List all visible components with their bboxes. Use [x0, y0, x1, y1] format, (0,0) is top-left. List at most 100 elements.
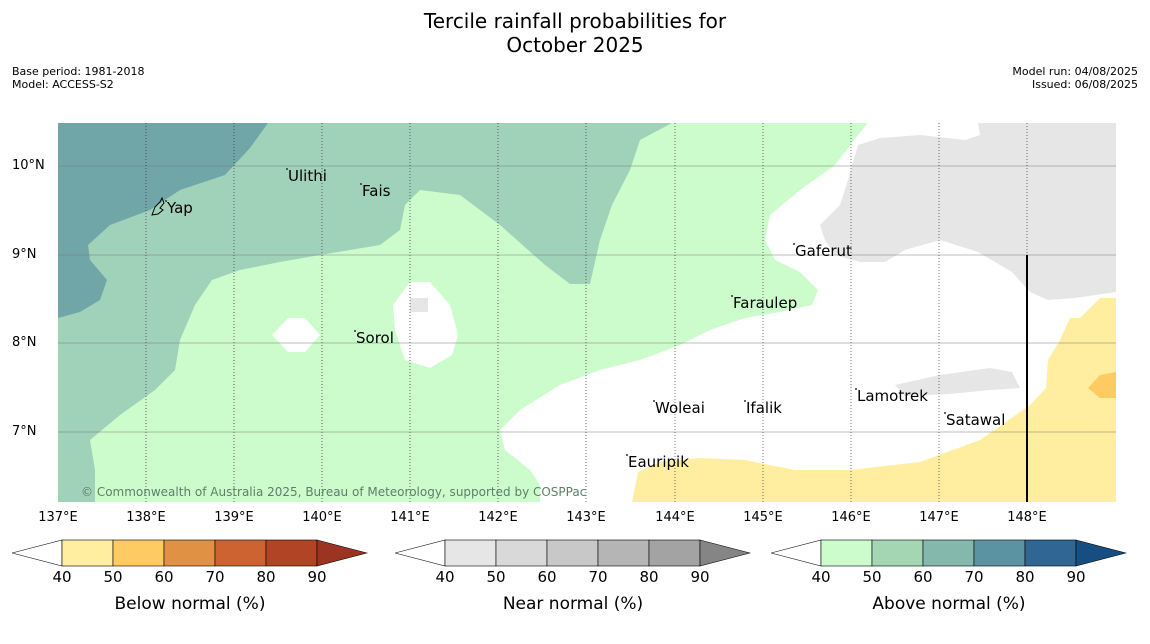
place-sorol: Sorol	[354, 329, 394, 347]
tick: 40	[435, 568, 455, 586]
colorbar-swatch	[61, 539, 114, 567]
near-normal-40-50-region	[820, 123, 1116, 300]
colorbar-swatch	[648, 539, 701, 567]
colorbar-swatch	[265, 539, 318, 567]
colorbar-swatch	[163, 539, 216, 567]
title-line-1: Tercile rainfall probabilities for	[423, 9, 727, 33]
place-woleai: Woleai	[653, 399, 705, 417]
lat-label-8n: 8°N	[12, 335, 37, 350]
colorbar-above-normal-swatches	[771, 539, 1127, 567]
colorbar-extend-high	[1075, 539, 1127, 567]
above-normal-50-60-region	[58, 123, 672, 502]
place-ifalik: Ifalik	[744, 399, 782, 417]
colorbar-near-normal-label: Near normal (%)	[502, 594, 644, 614]
lon-label-145e: 145°E	[743, 510, 783, 525]
colorbar-swatch	[1024, 539, 1077, 567]
colorbar-extend-high	[316, 539, 368, 567]
below-normal-40-50-region	[632, 298, 1116, 502]
tick: 90	[690, 568, 710, 586]
place-satawal: Satawal	[943, 411, 1006, 429]
tick: 80	[639, 568, 659, 586]
longitude-gridlines	[145, 123, 1028, 502]
colorbar-swatch	[973, 539, 1026, 567]
near-normal-cell	[410, 298, 428, 312]
tick: 90	[1066, 568, 1086, 586]
colorbar-extend-low	[12, 539, 63, 567]
no-signal-patch-2	[272, 318, 320, 352]
place-ulithi: Ulithi	[286, 167, 327, 185]
yap-island-shape	[151, 196, 165, 216]
place-eauripik: Eauripik	[626, 453, 689, 471]
tick: 40	[52, 568, 72, 586]
colorbar-near-normal: 40 50 60 70 80 90 Near normal (%)	[395, 538, 751, 614]
lon-label-138e: 138°E	[126, 510, 166, 525]
tick: 70	[964, 568, 984, 586]
place-lamotrek: Lamotrek	[855, 387, 928, 405]
colorbar-swatch	[597, 539, 650, 567]
lon-label-139e: 139°E	[214, 510, 254, 525]
colorbar-below-normal: 40 50 60 70 80 90 Below normal (%)	[12, 538, 368, 614]
lat-label-7n: 7°N	[12, 424, 37, 439]
colorbar-swatch	[922, 539, 975, 567]
tick: 40	[811, 568, 831, 586]
model-name: Model: ACCESS-S2	[12, 78, 114, 91]
below-normal-50-60-region	[1088, 372, 1116, 398]
colorbar-near-normal-ticks: 40 50 60 70 80 90	[395, 568, 751, 586]
colorbar-swatch	[214, 539, 267, 567]
colorbar-above-normal-ticks: 40 50 60 70 80 90	[771, 568, 1127, 586]
above-normal-60-70-region	[58, 123, 268, 318]
lon-label-146e: 146°E	[831, 510, 871, 525]
colorbar-swatch	[820, 539, 873, 567]
colorbar-below-normal-ticks: 40 50 60 70 80 90	[12, 568, 368, 586]
colorbar-swatch	[546, 539, 599, 567]
tick: 50	[862, 568, 882, 586]
colorbar-extend-low	[771, 539, 822, 567]
tick: 80	[1015, 568, 1035, 586]
tick: 50	[486, 568, 506, 586]
map-area	[58, 123, 1116, 502]
place-faraulep: Faraulep	[730, 294, 798, 312]
lon-label-143e: 143°E	[566, 510, 606, 525]
map-title: Tercile rainfall probabilities for Octob…	[0, 9, 1150, 57]
colorbar-swatch	[112, 539, 165, 567]
lon-label-147e: 147°E	[919, 510, 959, 525]
colorbar-swatch	[871, 539, 924, 567]
lon-label-144e: 144°E	[655, 510, 695, 525]
meta-right: Model run: 04/08/2025 Issued: 06/08/2025	[1012, 65, 1138, 91]
place-fais: Fais	[359, 182, 391, 200]
colorbar-below-normal-label: Below normal (%)	[114, 594, 266, 614]
place-gaferut: Gaferut	[793, 242, 852, 260]
title-line-2: October 2025	[506, 33, 644, 57]
colorbar-near-normal-swatches	[395, 539, 751, 567]
issued-date: Issued: 06/08/2025	[1031, 78, 1138, 91]
colorbar-above-normal: 40 50 60 70 80 90 Above normal (%)	[771, 538, 1127, 614]
tick: 50	[103, 568, 123, 586]
place-yap: Yap	[165, 199, 193, 217]
tick: 60	[913, 568, 933, 586]
model-run: Model run: 04/08/2025	[1012, 65, 1138, 78]
colorbar-swatch	[495, 539, 548, 567]
tick: 60	[537, 568, 557, 586]
lat-label-10n: 10°N	[12, 158, 45, 173]
tick: 70	[205, 568, 225, 586]
lon-label-137e: 137°E	[38, 510, 78, 525]
colorbar-extend-high	[699, 539, 751, 567]
lon-label-142e: 142°E	[478, 510, 518, 525]
meta-left: Base period: 1981-2018 Model: ACCESS-S2	[12, 65, 144, 91]
colorbar-below-normal-swatches	[12, 539, 368, 567]
tick: 70	[588, 568, 608, 586]
lon-label-148e: 148°E	[1007, 510, 1047, 525]
tick: 80	[256, 568, 276, 586]
base-period: Base period: 1981-2018	[12, 65, 145, 78]
tick: 60	[154, 568, 174, 586]
colorbar-above-normal-label: Above normal (%)	[872, 594, 1026, 614]
colorbar-extend-low	[395, 539, 446, 567]
tick: 90	[307, 568, 327, 586]
lat-label-9n: 9°N	[12, 247, 37, 262]
colorbar-swatch	[444, 539, 497, 567]
lon-label-141e: 141°E	[390, 510, 430, 525]
copyright-notice: © Commonwealth of Australia 2025, Bureau…	[81, 485, 587, 499]
no-signal-patch-1	[393, 282, 458, 368]
near-normal-patch	[895, 368, 1020, 396]
